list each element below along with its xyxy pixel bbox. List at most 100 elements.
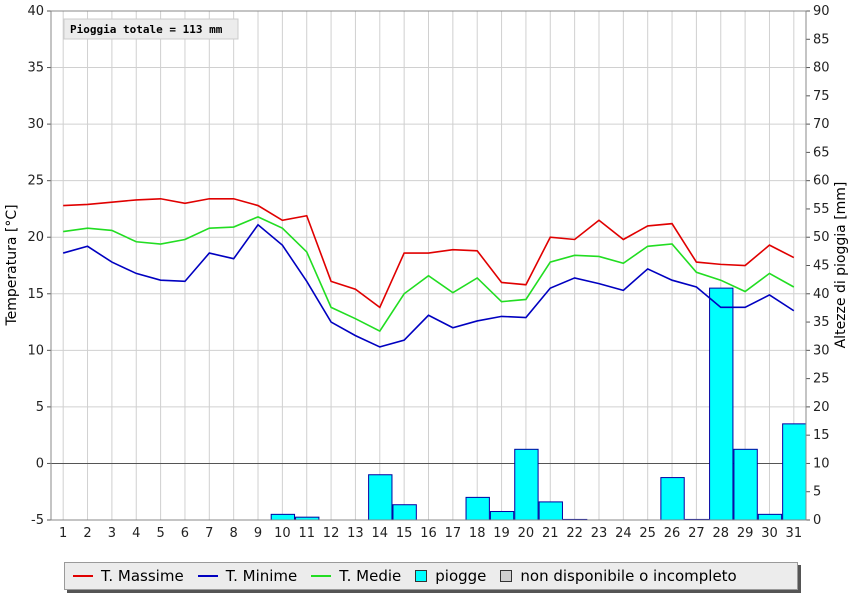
rain-bar <box>782 423 807 521</box>
right-tick-label: 85 <box>813 32 830 47</box>
left-tick-label: 20 <box>27 230 44 245</box>
x-tick-label: 19 <box>493 526 510 541</box>
x-tick-label: 25 <box>639 526 656 541</box>
x-tick-label: 13 <box>347 526 364 541</box>
right-tick-label: 20 <box>813 400 830 415</box>
rain-bar <box>538 501 563 521</box>
x-tick-label: 17 <box>445 526 462 541</box>
x-tick-label: 12 <box>323 526 340 541</box>
rain-bar <box>489 511 515 521</box>
left-tick-label: 35 <box>27 61 44 76</box>
x-tick-label: 14 <box>372 526 389 541</box>
left-tick-label: 0 <box>36 456 44 471</box>
total-rain-text: Pioggia totale = 113 mm <box>70 23 223 36</box>
right-tick-label: 65 <box>813 145 830 160</box>
right-tick-label: 35 <box>813 315 830 330</box>
legend-swatch-rain <box>415 570 428 582</box>
tick-labels: -505101520253035400510152025303540455055… <box>27 4 829 541</box>
legend-item-mean: T. Medie <box>311 567 401 585</box>
x-tick-label: 31 <box>786 526 803 541</box>
left-tick-label: 10 <box>27 343 44 358</box>
right-tick-label: 55 <box>813 202 830 217</box>
rain-bar <box>757 513 783 521</box>
rain-bar <box>709 287 734 521</box>
chart: -505101520253035400510152025303540455055… <box>4 4 849 541</box>
total-rain-annotation: Pioggia totale = 113 mm <box>63 18 239 40</box>
left-tick-label: 15 <box>27 287 44 302</box>
x-tick-label: 18 <box>469 526 486 541</box>
x-tick-label: 27 <box>688 526 705 541</box>
legend-item-min: T. Minime <box>197 567 298 585</box>
right-tick-label: 0 <box>813 513 821 528</box>
rain-bar <box>392 504 417 521</box>
right-tick-label: 75 <box>813 89 830 104</box>
x-tick-label: 23 <box>591 526 608 541</box>
x-tick-label: 4 <box>132 526 140 541</box>
legend: T. Massime T. Minime T. Medie piogge non… <box>64 562 798 590</box>
plot-frame <box>50 10 807 521</box>
x-tick-label: 15 <box>396 526 413 541</box>
x-tick-label: 30 <box>761 526 778 541</box>
x-tick-label: 22 <box>566 526 583 541</box>
right-tick-label: 40 <box>813 287 830 302</box>
x-tick-label: 11 <box>298 526 315 541</box>
rain-bar <box>368 474 393 521</box>
legend-item-max: T. Massime <box>73 567 184 585</box>
x-tick-label: 8 <box>230 526 238 541</box>
legend-swatch-missing <box>500 570 513 582</box>
legend-label-rain: piogge <box>435 567 487 585</box>
rain-bars <box>270 287 807 521</box>
left-tick-label: 40 <box>27 4 44 19</box>
left-tick-label: 25 <box>27 174 44 189</box>
rain-bar <box>270 513 296 521</box>
x-tick-label: 20 <box>518 526 535 541</box>
legend-item-missing: non disponibile o incompleto <box>500 567 737 585</box>
left-tick-label: 30 <box>27 117 44 132</box>
legend-swatch-min <box>197 575 218 577</box>
rain-bar <box>733 448 758 521</box>
left-tick-label: -5 <box>31 513 44 528</box>
x-tick-label: 3 <box>108 526 116 541</box>
series-line-2 <box>63 215 795 333</box>
x-tick-label: 1 <box>59 526 67 541</box>
right-tick-label: 45 <box>813 259 830 274</box>
right-tick-label: 60 <box>813 174 830 189</box>
series-line-0 <box>63 197 795 309</box>
x-tick-label: 21 <box>542 526 559 541</box>
right-tick-label: 80 <box>813 61 830 76</box>
right-tick-label: 70 <box>813 117 830 132</box>
right-tick-label: 15 <box>813 428 830 443</box>
x-tick-label: 5 <box>156 526 164 541</box>
legend-label-max: T. Massime <box>101 567 184 585</box>
temperature-lines <box>62 197 795 348</box>
right-tick-label: 90 <box>813 4 830 19</box>
left-axis-title: Temperatura [°C] <box>4 204 20 326</box>
right-tick-label: 25 <box>813 372 830 387</box>
legend-swatch-max <box>73 575 93 577</box>
x-tick-label: 9 <box>254 526 262 541</box>
right-axis-title: Altezze di pioggia [mm] <box>833 182 849 349</box>
x-tick-label: 26 <box>664 526 681 541</box>
right-tick-label: 5 <box>813 485 821 500</box>
series-line-1 <box>62 223 795 348</box>
left-tick-label: 5 <box>36 400 44 415</box>
rain-bar <box>514 448 539 521</box>
legend-item-rain: piogge <box>415 567 486 585</box>
x-tick-label: 2 <box>83 526 91 541</box>
x-tick-label: 28 <box>712 526 729 541</box>
right-tick-label: 30 <box>813 343 830 358</box>
x-tick-label: 10 <box>274 526 291 541</box>
right-tick-label: 50 <box>813 230 830 245</box>
x-tick-label: 7 <box>205 526 213 541</box>
right-tick-label: 10 <box>813 456 830 471</box>
grid-layer <box>51 10 806 521</box>
legend-label-mean: T. Medie <box>339 567 402 585</box>
x-tick-label: 29 <box>737 526 754 541</box>
legend-label-min: T. Minime <box>225 567 298 585</box>
rain-bar <box>465 496 490 521</box>
legend-swatch-mean <box>311 575 332 577</box>
legend-label-missing: non disponibile o incompleto <box>520 567 737 585</box>
x-tick-label: 24 <box>615 526 632 541</box>
rain-bar <box>660 477 685 521</box>
x-tick-label: 6 <box>181 526 189 541</box>
